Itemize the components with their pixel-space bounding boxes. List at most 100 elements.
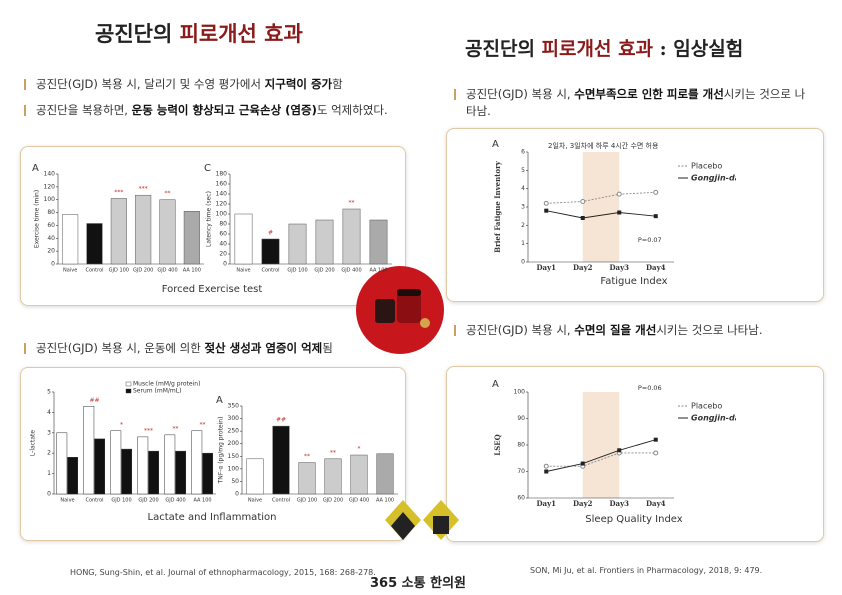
legend-swatch — [125, 381, 132, 387]
reference: HONG, Sung-Shin, et al. Journal of ethno… — [70, 568, 376, 577]
point — [544, 208, 549, 213]
y-tick-label: 100 — [44, 196, 56, 203]
legend-label: Serum (mM/mL) — [133, 388, 181, 395]
y-tick-label: 40 — [47, 235, 55, 242]
caption: Lactate and Inflammation — [147, 512, 277, 523]
x-tick-label: GJD 100 — [109, 268, 129, 274]
x-tick-label: Naive — [63, 268, 77, 274]
y-axis-label: Exercise time (min) — [34, 190, 41, 248]
panel — [20, 146, 406, 306]
bar — [86, 223, 103, 265]
bullet: 공진단(GJD) 복용 시, 달리기 및 수영 평가에서 지구력이 증가함 — [22, 76, 416, 93]
x-tick-label: GJD 400 — [157, 268, 177, 274]
legend-label: Placebo — [691, 402, 722, 411]
annotation: ** — [330, 449, 336, 456]
y-tick-label: 100 — [228, 465, 240, 472]
bar — [376, 453, 394, 495]
bar — [83, 406, 95, 495]
y-tick-label: 160 — [216, 181, 228, 188]
x-tick-label: GJD 400 — [349, 498, 369, 504]
y-tick-label: 350 — [228, 403, 240, 410]
bullet: 공진단을 복용하면, 운동 능력이 향상되고 근육손상 (염증)도 억제하였다. — [22, 102, 396, 119]
bar — [183, 211, 200, 265]
x-tick-label: GJD 100 — [287, 268, 307, 274]
point — [544, 469, 549, 474]
x-tick-label: GJD 100 — [297, 498, 317, 504]
x-tick-label: GJD 200 — [133, 268, 153, 274]
annotation: * — [358, 446, 361, 453]
y-tick-label: 140 — [216, 191, 228, 198]
x-tick-label: GJD 200 — [314, 268, 334, 274]
bullet: 공진단(GJD) 복용 시, 운동에 의한 젖산 생성과 염증이 억제됨 — [22, 340, 396, 357]
chart: A Brief Fatigue Inventory 0 1 2 3 4 5 6 Day1 Day2 D… — [492, 139, 736, 272]
shade — [582, 152, 620, 262]
panel — [446, 366, 824, 542]
point — [543, 463, 549, 469]
y-tick-label: 90 — [517, 415, 525, 422]
y-tick-label: 60 — [219, 231, 227, 238]
bar — [234, 213, 253, 265]
bar — [315, 219, 334, 265]
line — [546, 439, 656, 472]
panel — [446, 128, 824, 302]
y-tick-label: 200 — [228, 440, 240, 447]
point — [543, 200, 549, 206]
y-tick-label: 3 — [47, 429, 51, 436]
y-tick-label: 140 — [44, 171, 56, 178]
annotation: ** — [173, 425, 179, 432]
bar — [369, 219, 388, 265]
point — [580, 461, 585, 466]
legend-label: Placebo — [691, 162, 722, 171]
x-tick-label: GJD 200 — [138, 498, 158, 504]
bar — [62, 214, 79, 265]
y-axis-label: L-lactate — [30, 430, 37, 456]
line — [546, 452, 656, 467]
x-tick-label: GJD 400 — [165, 498, 185, 504]
y-axis-label: TNF-α (pg/mg protein) — [218, 417, 225, 485]
x-tick-label: AA 100 — [369, 268, 387, 274]
annotation: # — [268, 230, 273, 237]
x-tick-label: Control — [85, 268, 103, 274]
y-tick-label: 60 — [47, 222, 55, 229]
chart: A LSEQ 60 70 80 90 100 Day1 Day2 Day3 Day4 Placebo G… — [492, 379, 736, 508]
y-tick-label: 300 — [228, 415, 240, 422]
bar — [342, 208, 361, 265]
chart: A Exercise time (min) 0 20 40 60 80 100 120 140 Na… — [32, 163, 204, 274]
bar — [67, 457, 79, 495]
panel-label: A — [492, 139, 499, 150]
annotation: ** — [165, 190, 171, 197]
annotation: *** — [139, 186, 148, 193]
reference: SON, Mi Ju, et al. Frontiers in Pharmaco… — [530, 566, 763, 575]
point — [616, 191, 622, 197]
p-value: P=0.07 — [638, 236, 662, 244]
annotation: ## — [89, 397, 99, 404]
y-tick-label: 0 — [47, 491, 51, 498]
bar — [135, 194, 152, 265]
y-tick-label: 120 — [44, 183, 56, 190]
bar — [159, 199, 176, 265]
x-tick-label: Day2 — [573, 263, 593, 272]
bar — [324, 458, 342, 495]
x-tick-label: Day3 — [609, 499, 629, 508]
x-tick-label: Control — [272, 498, 290, 504]
legend-label: Muscle (mM/g protein) — [133, 381, 200, 388]
bullet: 공진단(GJD) 복용 시, 수면부족으로 인한 피로를 개선시키는 것으로 나… — [452, 86, 806, 120]
y-axis-label: LSEQ — [493, 434, 502, 455]
y-tick-label: 2 — [521, 222, 525, 229]
annotation: ** — [200, 421, 206, 428]
p-value: P=0.06 — [638, 384, 662, 392]
annotation: ** — [304, 453, 310, 460]
x-tick-label: Naive — [236, 268, 250, 274]
bullet: 공진단(GJD) 복용 시, 수면의 질을 개선시키는 것으로 나타남. — [452, 322, 826, 339]
y-tick-label: 100 — [216, 211, 228, 218]
bar — [148, 450, 160, 495]
bar — [110, 198, 127, 265]
x-tick-label: Day1 — [536, 263, 556, 272]
point — [653, 437, 658, 442]
panel-label: A — [216, 395, 223, 406]
y-tick-label: 3 — [521, 204, 525, 211]
line — [546, 191, 656, 204]
y-tick-label: 180 — [216, 171, 228, 178]
bar — [298, 462, 316, 495]
x-tick-label: Naive — [60, 498, 74, 504]
